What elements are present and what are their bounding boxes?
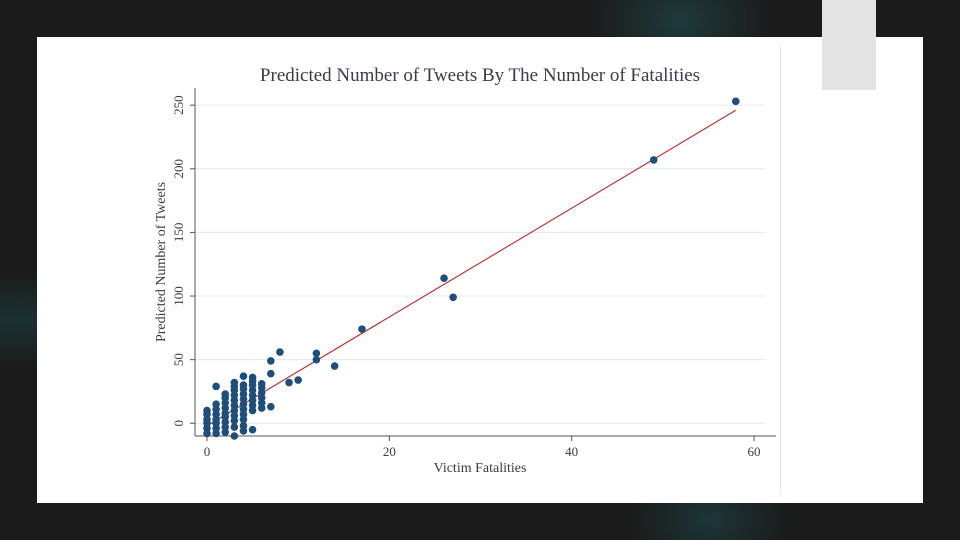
points-layer: [203, 97, 740, 440]
y-tick-label: 100: [171, 286, 186, 306]
data-point: [312, 349, 321, 358]
data-point: [230, 432, 239, 440]
data-point: [257, 380, 266, 388]
y-tick-label: 200: [171, 159, 186, 179]
data-point: [239, 372, 248, 380]
data-point: [449, 293, 457, 302]
data-point: [285, 378, 293, 387]
data-point: [239, 381, 248, 389]
data-point: [230, 423, 239, 431]
x-axis-label: Victim Fatalities: [434, 461, 527, 476]
data-point: [267, 402, 275, 411]
data-point: [267, 357, 275, 365]
data-point: [248, 373, 257, 382]
data-point: [330, 362, 339, 370]
data-point: [239, 422, 248, 430]
grid-layer: [195, 104, 765, 424]
slide-card: [37, 37, 923, 503]
chart-title: Predicted Number of Tweets By The Number…: [260, 65, 700, 86]
data-point: [440, 274, 448, 283]
x-tick-label: 20: [383, 444, 396, 459]
data-point: [731, 97, 740, 106]
y-tick-label: 250: [171, 95, 186, 115]
data-point: [649, 156, 658, 164]
slide-tab-decoration: [822, 0, 876, 90]
data-point: [358, 325, 366, 333]
data-point: [276, 348, 284, 356]
data-point: [312, 355, 321, 364]
fit-line-layer: [206, 109, 737, 427]
tick-labels-layer: 0 50 100 150 200 250 0 20 40 60: [171, 95, 761, 459]
y-tick-label: 150: [171, 223, 186, 243]
data-point: [203, 406, 211, 415]
data-point: [267, 369, 275, 378]
y-tick-label: 0: [171, 420, 186, 427]
x-tick-label: 60: [748, 444, 761, 459]
data-point: [221, 390, 230, 398]
y-tick-label: 50: [171, 353, 186, 366]
x-tick-label: 40: [565, 444, 578, 459]
data-point: [212, 400, 220, 408]
data-point: [212, 382, 220, 391]
x-tick-label: 0: [204, 444, 211, 459]
slide-divider: [780, 45, 781, 495]
data-point: [230, 378, 239, 387]
data-point: [248, 425, 257, 434]
data-point: [294, 376, 302, 384]
axes-layer: [190, 88, 776, 441]
y-axis-label: Predicted Number of Tweets: [154, 182, 169, 342]
fit-line: [206, 109, 737, 427]
